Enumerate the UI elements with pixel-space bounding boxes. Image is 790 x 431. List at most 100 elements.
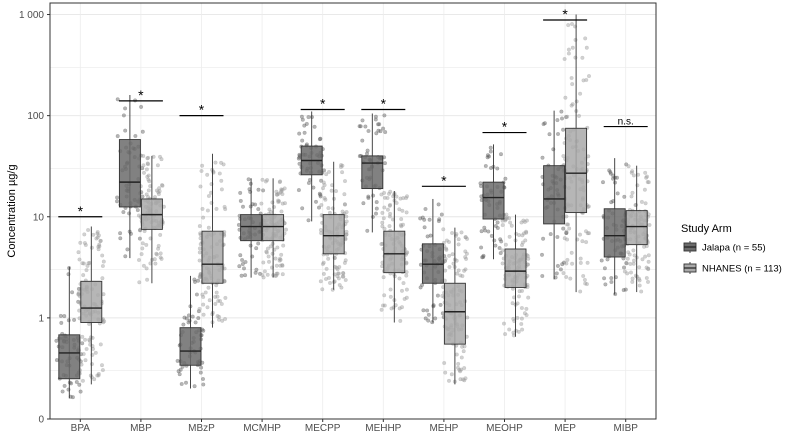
data-point <box>463 235 468 240</box>
data-point <box>639 289 644 294</box>
data-point <box>505 215 509 220</box>
data-point <box>365 228 370 233</box>
data-point <box>622 194 627 199</box>
data-point <box>274 263 279 268</box>
box <box>565 127 588 214</box>
data-point <box>360 118 365 123</box>
data-point <box>98 239 103 244</box>
data-point <box>219 187 224 192</box>
data-point <box>260 273 265 277</box>
data-point <box>522 231 526 236</box>
data-point <box>400 305 404 310</box>
data-point <box>463 249 468 254</box>
data-point <box>646 279 650 284</box>
data-point <box>503 332 508 337</box>
data-point <box>458 377 463 382</box>
data-point <box>498 237 503 242</box>
data-point <box>300 138 305 143</box>
data-point <box>381 216 386 221</box>
data-point <box>376 128 381 133</box>
data-point <box>569 250 574 255</box>
data-point <box>190 314 195 319</box>
data-point <box>374 206 379 211</box>
data-point <box>376 122 381 127</box>
data-point <box>314 199 318 204</box>
x-tick-label: MBP <box>130 423 152 431</box>
data-point <box>59 320 64 325</box>
data-point <box>493 224 498 228</box>
data-point <box>420 215 425 220</box>
data-point <box>458 369 463 374</box>
data-point <box>270 200 275 205</box>
data-point <box>580 55 585 60</box>
data-point <box>389 306 394 311</box>
data-point <box>587 74 591 79</box>
data-point <box>144 242 149 247</box>
data-point <box>82 241 87 245</box>
data-point <box>205 172 210 177</box>
data-point <box>284 227 288 232</box>
data-point <box>144 266 149 271</box>
data-point <box>643 254 648 259</box>
data-point <box>214 283 219 288</box>
data-point <box>279 252 284 257</box>
data-point <box>401 222 405 227</box>
data-point <box>631 261 636 266</box>
x-tick-label: MBzP <box>188 423 215 431</box>
data-point <box>66 318 71 323</box>
data-point <box>223 207 228 212</box>
data-point <box>312 124 317 129</box>
data-point <box>404 210 409 215</box>
data-point <box>81 352 86 356</box>
data-point <box>70 395 75 400</box>
data-point <box>141 154 146 158</box>
x-tick-label: MEP <box>554 423 576 431</box>
data-point <box>583 36 588 41</box>
data-point <box>626 250 631 255</box>
data-point <box>145 277 150 282</box>
data-point <box>197 250 202 255</box>
data-point <box>344 210 349 215</box>
data-point <box>632 258 636 263</box>
data-point <box>387 191 391 196</box>
data-point <box>507 327 512 332</box>
data-point <box>626 164 631 169</box>
data-point <box>622 269 627 274</box>
data-point <box>625 256 630 261</box>
data-point <box>463 267 468 272</box>
data-point <box>274 273 279 278</box>
data-point <box>630 190 635 195</box>
data-point <box>519 220 524 225</box>
data-point <box>78 240 83 245</box>
box <box>482 181 505 220</box>
data-point <box>631 248 636 253</box>
data-point <box>382 293 387 298</box>
data-point <box>380 224 385 229</box>
data-point <box>640 257 645 262</box>
data-point <box>622 265 626 270</box>
data-point <box>160 183 165 188</box>
data-point <box>339 285 344 290</box>
data-point <box>84 347 89 351</box>
data-point <box>502 321 506 326</box>
data-point <box>198 370 203 375</box>
data-point <box>630 279 635 284</box>
data-point <box>401 281 406 286</box>
data-point <box>320 262 325 266</box>
data-point <box>425 234 430 239</box>
data-point <box>428 233 433 238</box>
data-point <box>363 124 368 129</box>
data-point <box>96 371 101 376</box>
data-point <box>509 223 514 228</box>
data-point <box>500 223 505 228</box>
data-point <box>192 384 197 389</box>
data-point <box>296 188 301 193</box>
data-point <box>115 97 120 102</box>
data-point <box>561 154 566 158</box>
data-point <box>479 245 484 250</box>
data-point <box>276 198 281 203</box>
data-point <box>637 283 642 288</box>
box <box>240 214 263 242</box>
data-point <box>456 237 461 242</box>
data-point <box>100 368 105 373</box>
